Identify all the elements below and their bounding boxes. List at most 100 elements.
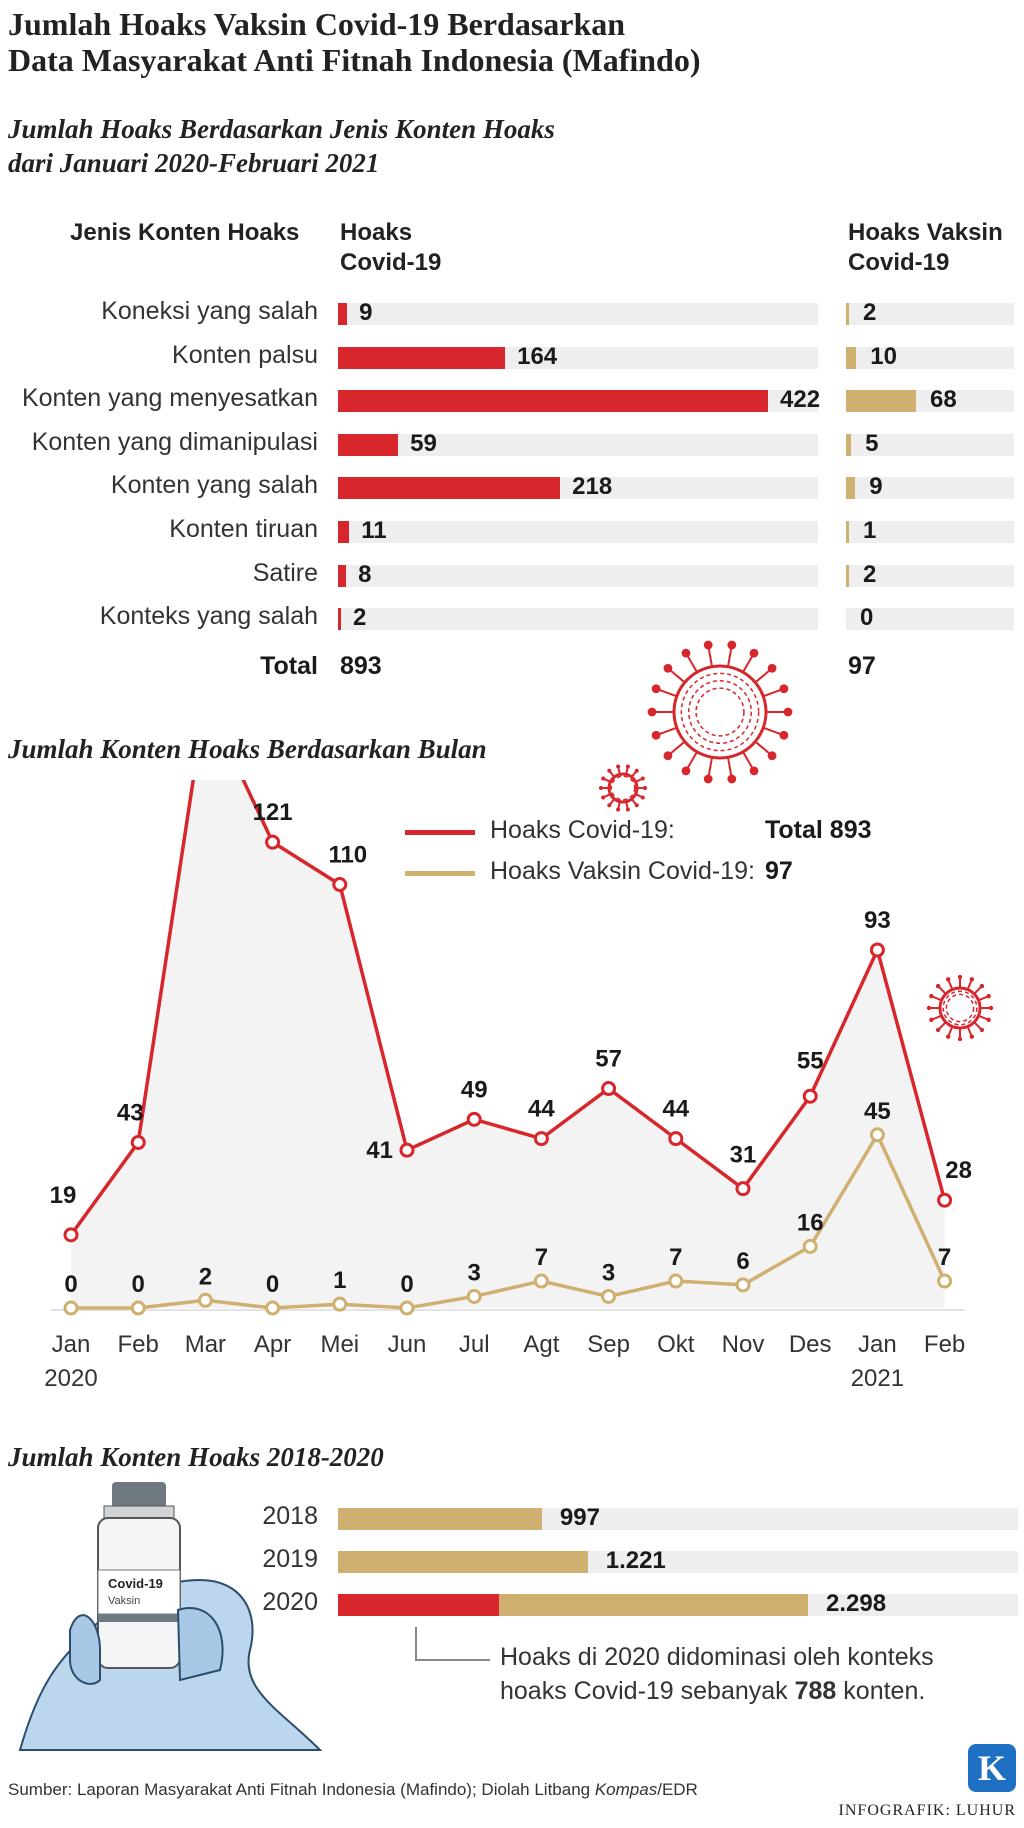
vaksin-point-label: 6 bbox=[736, 1248, 749, 1275]
annotation-note: Hoaks di 2020 didominasi oleh konteks ho… bbox=[500, 1640, 934, 1708]
covid-point bbox=[668, 1131, 684, 1147]
year-bar-covid-share bbox=[338, 1594, 500, 1616]
annotation-line-2: hoaks Covid-19 sebanyak 788 konten. bbox=[500, 1674, 934, 1708]
virus-icon-medium bbox=[926, 974, 994, 1042]
year-label: 2020 bbox=[262, 1588, 318, 1616]
virus-small-spike-tip bbox=[625, 764, 630, 769]
virus-small-spike-tip bbox=[634, 803, 639, 808]
covid-point bbox=[533, 1131, 549, 1147]
virus-small-spike-tip bbox=[634, 768, 639, 773]
covid-point-label: 55 bbox=[797, 1047, 824, 1074]
vaksin-bar-value: 2 bbox=[863, 299, 877, 326]
covid-bar-track bbox=[338, 564, 818, 587]
covid-point bbox=[802, 1088, 818, 1104]
covid-point-label: 93 bbox=[864, 907, 891, 934]
covid-point-label: 28 bbox=[945, 1157, 972, 1184]
vaksin-bar-track bbox=[846, 521, 1014, 543]
virus-icon bbox=[647, 640, 793, 784]
vaksin-bar-track bbox=[846, 564, 1014, 587]
legend-total-covid: Total 893 bbox=[765, 816, 872, 844]
vaksin-bar-value: 0 bbox=[860, 604, 874, 632]
virus-small-spike-tip bbox=[601, 795, 606, 800]
covid-bar-value: 422 bbox=[780, 386, 821, 414]
x-tick-label: Agt bbox=[523, 1331, 559, 1358]
title-line-1: Jumlah Hoaks Vaksin Covid-19 Berdasarkan bbox=[8, 6, 626, 42]
vaksin-bar bbox=[846, 477, 856, 500]
category-label: Konten yang dimanipulasi bbox=[31, 427, 318, 456]
vaksin-point-label: 1 bbox=[333, 1267, 346, 1294]
covid-point bbox=[735, 1181, 751, 1197]
total-label: Total bbox=[260, 652, 318, 680]
annotation-text-pre: hoaks Covid-19 sebanyak bbox=[500, 1677, 788, 1705]
col-header-covid-line-2: Covid-19 bbox=[340, 249, 442, 276]
covid-bar-track bbox=[338, 303, 818, 325]
category-label: Satire bbox=[252, 558, 318, 587]
vaksin-series-line bbox=[71, 1131, 947, 1310]
virus-med-spike-tip bbox=[988, 1005, 994, 1011]
vial-label bbox=[97, 1569, 181, 1615]
virus-med-spike-tip bbox=[969, 1034, 975, 1039]
source-italic: Kompas bbox=[594, 1780, 658, 1799]
covid-point bbox=[937, 1192, 953, 1208]
vaksin-point bbox=[130, 1300, 146, 1316]
x-tick-label: Jan bbox=[52, 1331, 91, 1358]
vaksin-point bbox=[197, 1292, 213, 1308]
year-bar bbox=[338, 1508, 542, 1530]
covid-bar-value: 218 bbox=[572, 473, 613, 501]
year-bar-value: 997 bbox=[559, 1504, 600, 1531]
virus-big-spike-tip bbox=[681, 648, 691, 658]
vaksin-point-label: 2 bbox=[199, 1263, 212, 1290]
virus-big-spike-tip bbox=[651, 730, 661, 740]
area-fill bbox=[71, 780, 945, 1308]
annotation-number: 788 bbox=[794, 1677, 837, 1705]
covid-bar-value: 2 bbox=[353, 604, 367, 632]
vaksin-bar-track bbox=[846, 346, 1014, 369]
vaksin-bar bbox=[846, 564, 849, 587]
infographic-credit: INFOGRAFIK: LUHUR bbox=[838, 1802, 1016, 1819]
section1-title-line-2: dari Januari 2020-Februari 2021 bbox=[8, 148, 380, 178]
virus-big-ring bbox=[687, 679, 753, 745]
covid-bar bbox=[338, 564, 347, 587]
virus-med-spike-tip bbox=[929, 993, 934, 999]
category-label: Konteks yang salah bbox=[99, 602, 318, 631]
vaksin-point bbox=[735, 1277, 751, 1293]
vaksin-point-label: 0 bbox=[132, 1271, 145, 1298]
vaksin-bar bbox=[846, 521, 849, 543]
covid-bar-track bbox=[338, 433, 818, 456]
vaksin-point-label: 45 bbox=[864, 1098, 891, 1125]
section1-title: Jumlah Hoaks Berdasarkan Jenis Konten Ho… bbox=[8, 112, 555, 180]
covid-bar-value: 9 bbox=[359, 299, 373, 326]
annotation-line-1: Hoaks di 2020 didominasi oleh konteks bbox=[500, 1643, 934, 1671]
virus-small-spike-tip bbox=[616, 764, 621, 769]
vaksin-bar bbox=[846, 433, 852, 456]
virus-big-spike-tip bbox=[703, 774, 713, 784]
annotation-text-post: konten. bbox=[843, 1677, 926, 1705]
covid-bar-track bbox=[338, 608, 818, 631]
virus-small-spike-tip bbox=[616, 807, 621, 812]
x-tick-label: Nov bbox=[722, 1331, 765, 1358]
vaksin-point bbox=[332, 1296, 348, 1312]
year-bar-value: 1.221 bbox=[605, 1547, 666, 1574]
virus-big-membrane bbox=[672, 664, 768, 760]
virus-med-spike-tip bbox=[945, 977, 951, 982]
covid-bar bbox=[338, 477, 561, 500]
vaksin-point-label: 7 bbox=[938, 1244, 951, 1271]
virus-big-spike-tip bbox=[663, 751, 673, 761]
vaksin-point bbox=[869, 1127, 885, 1143]
covid-point bbox=[399, 1142, 415, 1158]
vaksin-bar bbox=[846, 390, 916, 413]
vaksin-bar-value: 10 bbox=[870, 342, 897, 370]
covid-bar-value: 164 bbox=[517, 342, 558, 370]
vaksin-point-label: 3 bbox=[602, 1259, 615, 1286]
virus-med-ring bbox=[945, 993, 975, 1023]
virus-big-spike-tip bbox=[681, 766, 691, 776]
col-header-vaksin-line-1: Hoaks Vaksin bbox=[848, 219, 1003, 246]
virus-big-spike-tip bbox=[727, 640, 737, 650]
covid-bar bbox=[338, 390, 768, 413]
vaksin-point-label: 0 bbox=[400, 1271, 413, 1298]
covid-point-label: 44 bbox=[528, 1096, 555, 1123]
year-bar-value: 2.298 bbox=[826, 1590, 887, 1617]
virus-big-spike-tip bbox=[647, 707, 657, 717]
category-label: Konten palsu bbox=[172, 340, 318, 369]
covid-bar bbox=[338, 346, 506, 369]
